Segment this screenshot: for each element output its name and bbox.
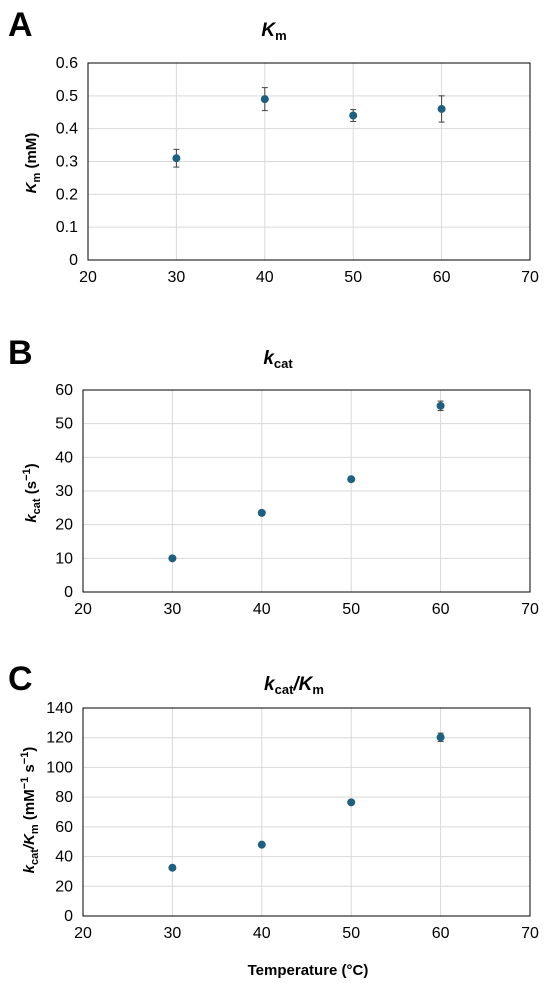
- data-point-b: [436, 401, 445, 410]
- y-tick-label-a: 0.5: [56, 88, 78, 105]
- x-axis-label-c: Temperature (°C): [248, 962, 369, 979]
- y-tick-label-a: 0.1: [56, 219, 78, 236]
- plot-area-b: 20 30 40 50 60 70 0 10 20 30 40 50 60: [55, 382, 539, 618]
- y-tick-label-b: 60: [55, 382, 73, 399]
- x-tick-label-c: 70: [521, 925, 539, 942]
- x-tick-label-a: 20: [79, 269, 97, 286]
- data-point-a: [172, 154, 181, 163]
- plot-area-a: 20 30 40 50 60 70 0 0.1 0.2 0.3 0.4 0.5 0.6: [56, 55, 539, 286]
- y-tick-label-c: 60: [55, 819, 73, 836]
- data-point-a: [260, 95, 269, 104]
- x-tick-label-b: 70: [521, 601, 539, 618]
- x-tick-label-c: 50: [342, 925, 360, 942]
- y-axis-label-a: Km (mM): [23, 133, 43, 194]
- x-tick-label-c: 30: [164, 925, 182, 942]
- x-tick-label-c: 60: [432, 925, 450, 942]
- data-point-b: [168, 554, 177, 563]
- data-point-a: [437, 104, 446, 113]
- x-tick-label-a: 60: [433, 269, 451, 286]
- y-tick-label-c: 100: [46, 759, 73, 776]
- x-tick-label-b: 50: [342, 601, 360, 618]
- x-tick-label-b: 40: [253, 601, 271, 618]
- data-point-a: [349, 111, 358, 120]
- panel-b: B kcat kcat (s−1) 20 30 40 50 60 70 0 10 20 30 40 5…: [8, 334, 539, 618]
- panel-letter-b: B: [8, 334, 33, 372]
- panel-letter-c: C: [8, 660, 33, 698]
- panel-letter-a: A: [8, 6, 33, 44]
- y-tick-label-c: 80: [55, 789, 73, 806]
- y-tick-label-a: 0: [69, 252, 78, 269]
- x-tick-label-c: 20: [74, 925, 92, 942]
- y-tick-label-c: 0: [64, 908, 73, 925]
- y-tick-label-c: 20: [55, 878, 73, 895]
- y-axis-label-b: kcat (s−1): [21, 463, 43, 522]
- y-tick-label-c: 120: [46, 730, 73, 747]
- data-point-c: [168, 863, 177, 872]
- plot-frame-c: [82, 707, 531, 917]
- y-tick-label-b: 20: [55, 517, 73, 534]
- x-tick-label-a: 70: [521, 269, 539, 286]
- data-point-b: [347, 475, 356, 484]
- y-tick-label-b: 0: [64, 584, 73, 601]
- y-tick-label-b: 40: [55, 449, 73, 466]
- x-tick-label-a: 30: [168, 269, 186, 286]
- data-point-c: [257, 840, 266, 849]
- data-point-c: [347, 798, 356, 807]
- panel-c: C kcat/Km kcat/Km (mM−1 s−1) Temperature…: [8, 660, 539, 979]
- plot-frame-a: [87, 62, 531, 261]
- data-point-c: [436, 733, 445, 742]
- y-tick-label-a: 0.3: [56, 154, 78, 171]
- y-tick-label-c: 140: [46, 700, 73, 717]
- x-tick-label-b: 60: [432, 601, 450, 618]
- y-tick-label-b: 30: [55, 483, 73, 500]
- chart-title-a: Km: [261, 20, 286, 43]
- y-tick-label-a: 0.6: [56, 55, 78, 72]
- x-tick-label-b: 20: [74, 601, 92, 618]
- chart-title-b: kcat: [263, 348, 293, 371]
- y-tick-label-a: 0.4: [56, 121, 78, 138]
- plot-frame-b: [82, 389, 531, 593]
- y-tick-label-b: 50: [55, 416, 73, 433]
- x-tick-label-c: 40: [253, 925, 271, 942]
- y-tick-label-a: 0.2: [56, 186, 78, 203]
- panel-a: A Km Km (mM) 20 30 40 50 60 70 0 0.1 0.2 0.3 0.4 0.…: [8, 6, 539, 286]
- x-tick-label-b: 30: [164, 601, 182, 618]
- x-tick-label-a: 40: [256, 269, 274, 286]
- chart-title-c: kcat/Km: [264, 674, 324, 697]
- data-point-b: [257, 508, 266, 517]
- y-tick-label-c: 40: [55, 849, 73, 866]
- y-axis-label-c: kcat/Km (mM−1 s−1): [19, 747, 41, 874]
- y-tick-label-b: 10: [55, 550, 73, 567]
- x-tick-label-a: 50: [344, 269, 362, 286]
